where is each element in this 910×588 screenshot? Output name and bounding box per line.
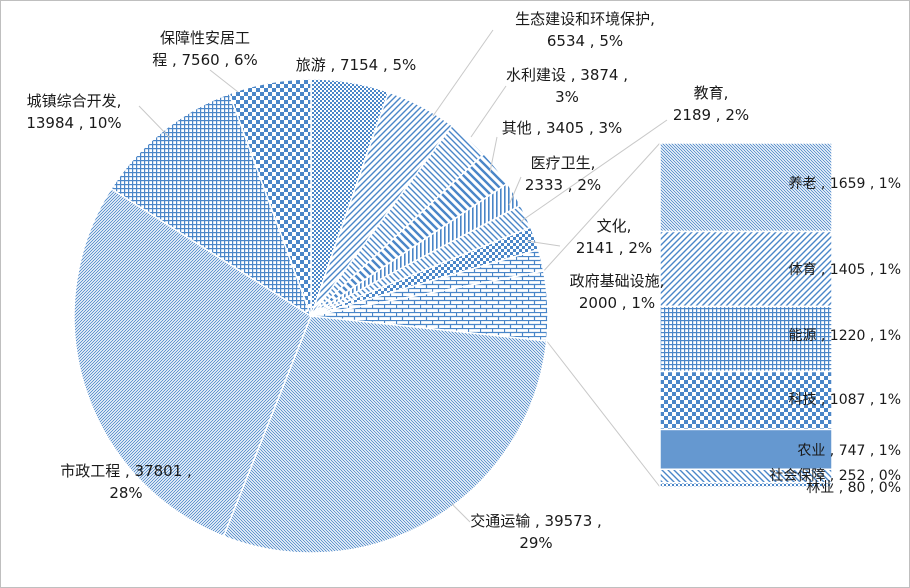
connector-lines — [543, 142, 661, 488]
slice-label-3: 其他 , 3405 , 3% — [502, 119, 623, 137]
bar-label-5: 社会保障 , 252 , 0% — [769, 468, 901, 484]
data-labels: 旅游 , 7154 , 5% 生态建设和环境保护, 6534 , 5% 水利建设 , … — [26, 10, 901, 552]
slice-label-1: 生态建设和环境保护, 6534 , 5% — [515, 10, 655, 50]
slice-label-11: 城镇综合开发, 13984 , 10% — [26, 92, 121, 132]
bar-segment-4 — [659, 428, 833, 471]
pie-slice-9 — [222, 315, 548, 554]
pie-slice-11 — [110, 92, 313, 318]
leader-line-9 — [451, 503, 471, 523]
slice-label-4: 医疗卫生, 2333 , 2% — [525, 154, 601, 194]
connector-top — [543, 142, 661, 272]
bar-segment-2 — [659, 305, 833, 373]
bar-segment-6 — [659, 481, 833, 488]
leader-line-3 — [489, 136, 498, 173]
slice-label-7: 政府基础设施, 2000 , 1% — [570, 272, 665, 312]
leader-lines — [138, 29, 668, 523]
pie-slice-10 — [73, 187, 312, 538]
pie-slice-12 — [228, 78, 312, 317]
leader-line-4 — [508, 176, 522, 206]
bar-label-3: 科技 , 1087 , 1% — [788, 392, 901, 408]
pie-slices — [73, 78, 549, 554]
slice-label-12: 保障性安居工程 , 7560 , 6% — [152, 29, 258, 69]
leader-line-6 — [526, 240, 561, 247]
connector-bottom — [546, 340, 661, 488]
leader-line-5 — [519, 119, 668, 223]
bar-label-0: 养老 , 1659 , 1% — [788, 176, 901, 192]
bar-label-6: 林业 , 80 , 0% — [806, 480, 901, 496]
slice-label-10: 市政工程 , 37801 , 28% — [60, 462, 192, 502]
leader-line-2 — [470, 85, 507, 138]
slice-label-6: 文化, 2141 , 2% — [576, 217, 652, 257]
bar-segment-1 — [659, 230, 833, 308]
slice-label-5: 教育, 2189 , 2% — [673, 84, 749, 124]
leader-line-12 — [209, 69, 239, 93]
bar-label-4: 农业 , 747 , 1% — [797, 443, 901, 459]
bar-segment-0 — [659, 142, 833, 233]
slice-label-9: 交通运输 , 39573 , 29% — [470, 512, 602, 552]
bar-label-1: 体育 , 1405 , 1% — [788, 262, 901, 278]
leader-line-11 — [138, 105, 171, 139]
slice-label-0: 旅游 , 7154 , 5% — [296, 56, 417, 74]
leader-line-1 — [432, 29, 494, 117]
bar-segment-3 — [659, 370, 833, 431]
slice-label-2: 水利建设 , 3874 , 3% — [506, 66, 628, 106]
bar-label-2: 能源 , 1220 , 1% — [788, 328, 901, 344]
secondary-bar — [659, 142, 833, 488]
